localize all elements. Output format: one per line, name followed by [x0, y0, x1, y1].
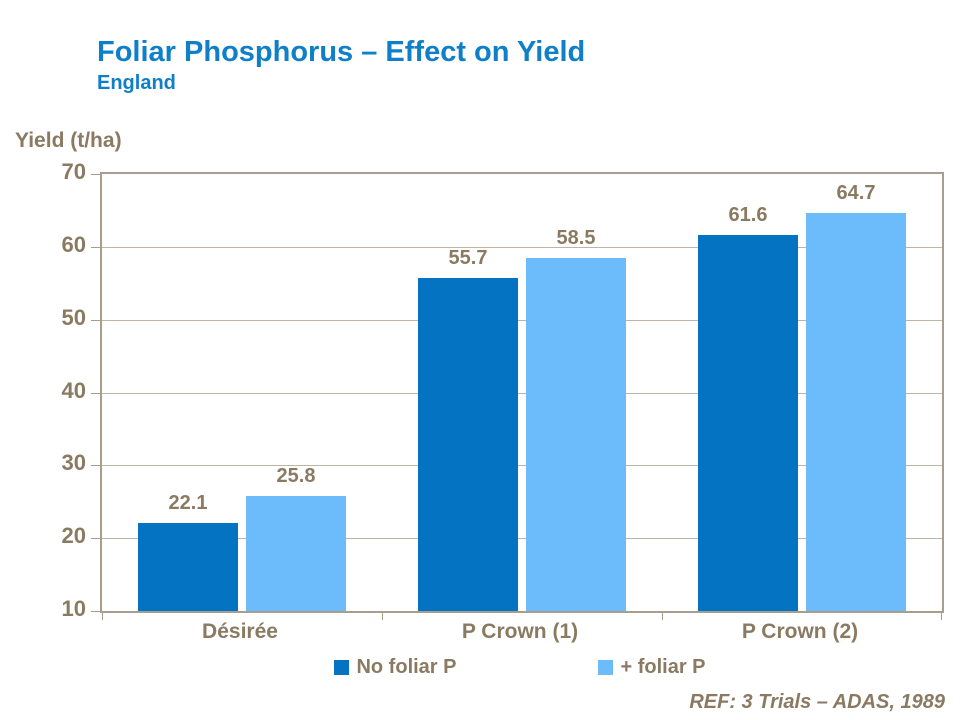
- y-tick-mark-20: [91, 538, 100, 540]
- chart-plot-area: 22.1 25.8 55.7 58.5 61.6 64.7: [91, 172, 944, 620]
- bar-Désirée-No foliar P: [138, 522, 238, 611]
- bar-P Crown (2)-No foliar P: [698, 235, 798, 611]
- bar-P Crown (1)-+ foliar P: [526, 257, 626, 611]
- x-tick-mark-0: [102, 611, 103, 620]
- bar-value-label: 22.1: [168, 491, 208, 514]
- legend-swatch-icon: [334, 660, 350, 675]
- x-axis-category-labels: Désirée P Crown (1) P Crown (2): [100, 620, 940, 644]
- bar-P Crown (2)-+ foliar P: [806, 212, 906, 611]
- y-tick-mark-30: [91, 465, 100, 467]
- y-tick-label-40: 40: [61, 377, 86, 403]
- gridline-y-40: [102, 392, 942, 394]
- legend-label: + foliar P: [620, 656, 706, 678]
- reference-note: REF: 3 Trials – ADAS, 1989: [689, 691, 945, 713]
- legend-swatch-icon: [598, 660, 614, 675]
- category-label-P Crown (2): P Crown (2): [741, 620, 859, 643]
- legend-item-+ foliar P: + foliar P: [598, 656, 706, 679]
- category-label-Désirée: Désirée: [202, 620, 278, 643]
- y-tick-mark-50: [91, 319, 100, 321]
- y-tick-label-20: 20: [61, 523, 86, 549]
- y-tick-mark-10: [91, 611, 100, 612]
- bar-value-label: 58.5: [556, 226, 596, 249]
- y-tick-label-10: 10: [61, 596, 86, 621]
- bar-value-label: 25.8: [276, 464, 316, 487]
- gridline-y-30: [102, 465, 942, 467]
- x-tick-mark-3: [941, 611, 942, 620]
- y-tick-label-60: 60: [61, 231, 86, 257]
- gridline-y-20: [102, 538, 942, 540]
- legend-label: No foliar P: [356, 656, 457, 678]
- x-tick-mark-1: [382, 611, 383, 620]
- bar-P Crown (1)-No foliar P: [418, 278, 518, 611]
- category-label-P Crown (1): P Crown (1): [461, 620, 579, 643]
- page-subtitle: England: [97, 72, 176, 94]
- bar-value-label: 55.7: [448, 247, 488, 270]
- chart-legend: No foliar P + foliar P: [100, 656, 940, 679]
- gridline-y-60: [102, 246, 942, 248]
- legend-item-No foliar P: No foliar P: [334, 656, 456, 679]
- y-tick-mark-70: [91, 174, 100, 175]
- x-tick-mark-2: [662, 611, 663, 620]
- y-tick-mark-60: [91, 246, 100, 248]
- page-title: Foliar Phosphorus – Effect on Yield: [97, 36, 586, 68]
- bar-value-label: 61.6: [728, 204, 768, 227]
- y-tick-label-50: 50: [61, 304, 86, 330]
- gridline-y-50: [102, 319, 942, 321]
- bar-Désirée-+ foliar P: [246, 495, 346, 611]
- y-tick-label-30: 30: [61, 450, 86, 476]
- bar-value-label: 64.7: [836, 181, 876, 204]
- y-axis-title: Yield (t/ha): [15, 129, 122, 152]
- y-tick-mark-40: [91, 392, 100, 394]
- y-tick-label-70: 70: [61, 159, 86, 184]
